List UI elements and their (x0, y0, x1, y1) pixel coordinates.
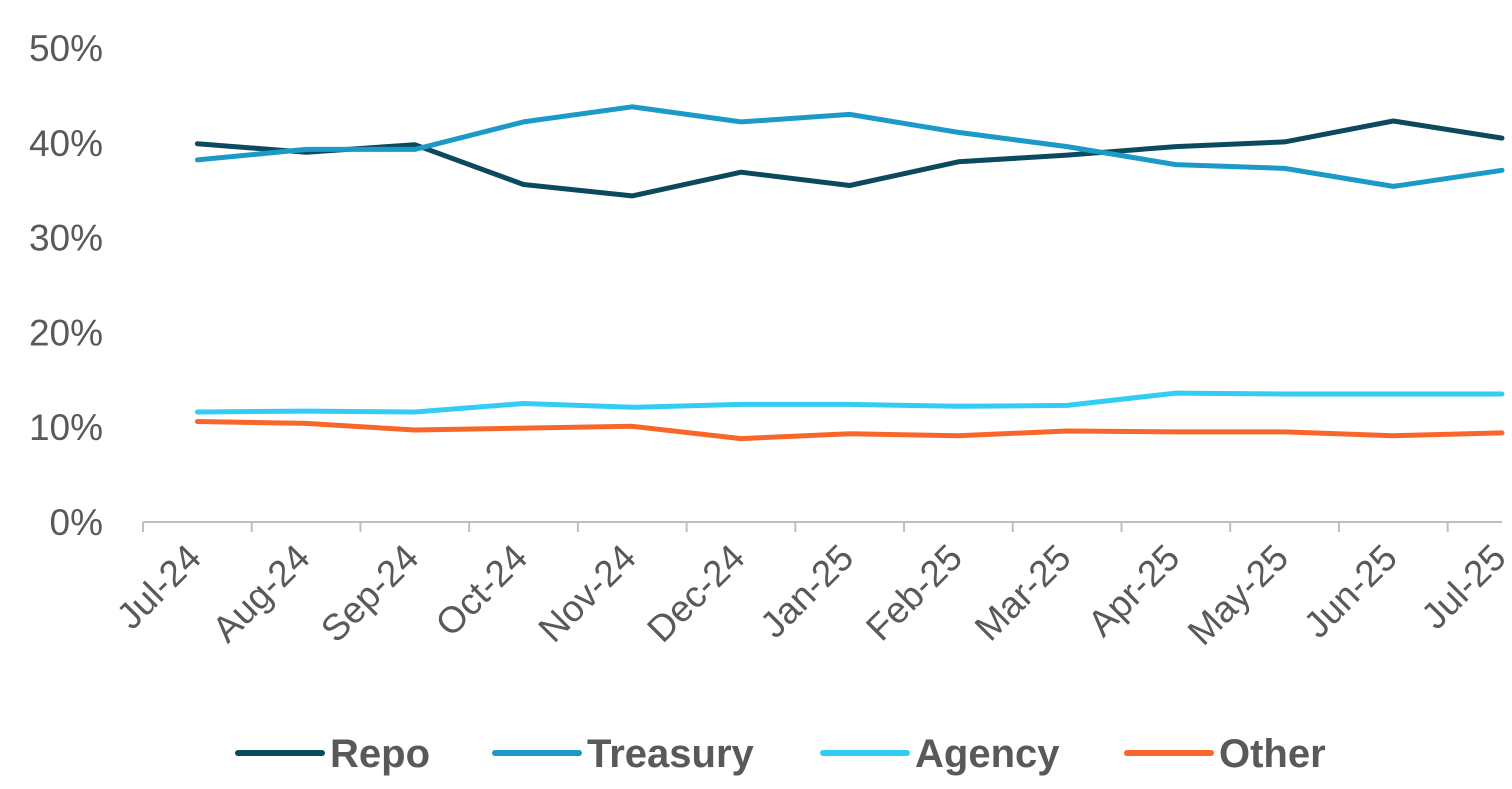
x-tick-label: Jul-24 (109, 537, 209, 637)
x-tick-label: Oct-24 (428, 537, 536, 645)
y-tick-label: 30% (29, 218, 103, 259)
legend-label-repo: Repo (330, 732, 430, 776)
series-lines (194, 104, 1505, 442)
x-tick-label: May-25 (1180, 537, 1296, 653)
x-tick-label: Feb-25 (858, 537, 970, 649)
y-tick-label: 40% (29, 123, 103, 164)
legend-label-other: Other (1219, 732, 1326, 776)
y-tick-label: 0% (50, 502, 103, 543)
x-tick-label: Nov-24 (531, 537, 644, 650)
x-tick-label: Apr-25 (1080, 537, 1188, 645)
legend: Repo Treasury Agency Other (235, 732, 1326, 776)
y-tick-label: 10% (29, 407, 103, 448)
series-line-agency (194, 390, 1505, 415)
y-axis: 0% 10% 20% 30% 40% 50% (29, 28, 103, 543)
x-tick-label: Sep-24 (313, 537, 426, 650)
x-tick-label: Aug-24 (204, 537, 317, 650)
y-tick-label: 20% (29, 312, 103, 353)
x-tick-label: Jul-25 (1413, 537, 1512, 637)
x-tick-label: Dec-24 (639, 537, 752, 650)
x-tick-label: Mar-25 (967, 537, 1079, 649)
series-line-other (194, 419, 1505, 442)
legend-label-treasury: Treasury (587, 732, 755, 776)
x-tick-label: Jan-25 (752, 537, 861, 646)
x-tick-label: Jun-25 (1296, 537, 1405, 646)
series-line-repo (194, 118, 1505, 199)
series-line-treasury (194, 104, 1505, 189)
y-tick-label: 50% (29, 28, 103, 69)
legend-label-agency: Agency (915, 732, 1060, 776)
